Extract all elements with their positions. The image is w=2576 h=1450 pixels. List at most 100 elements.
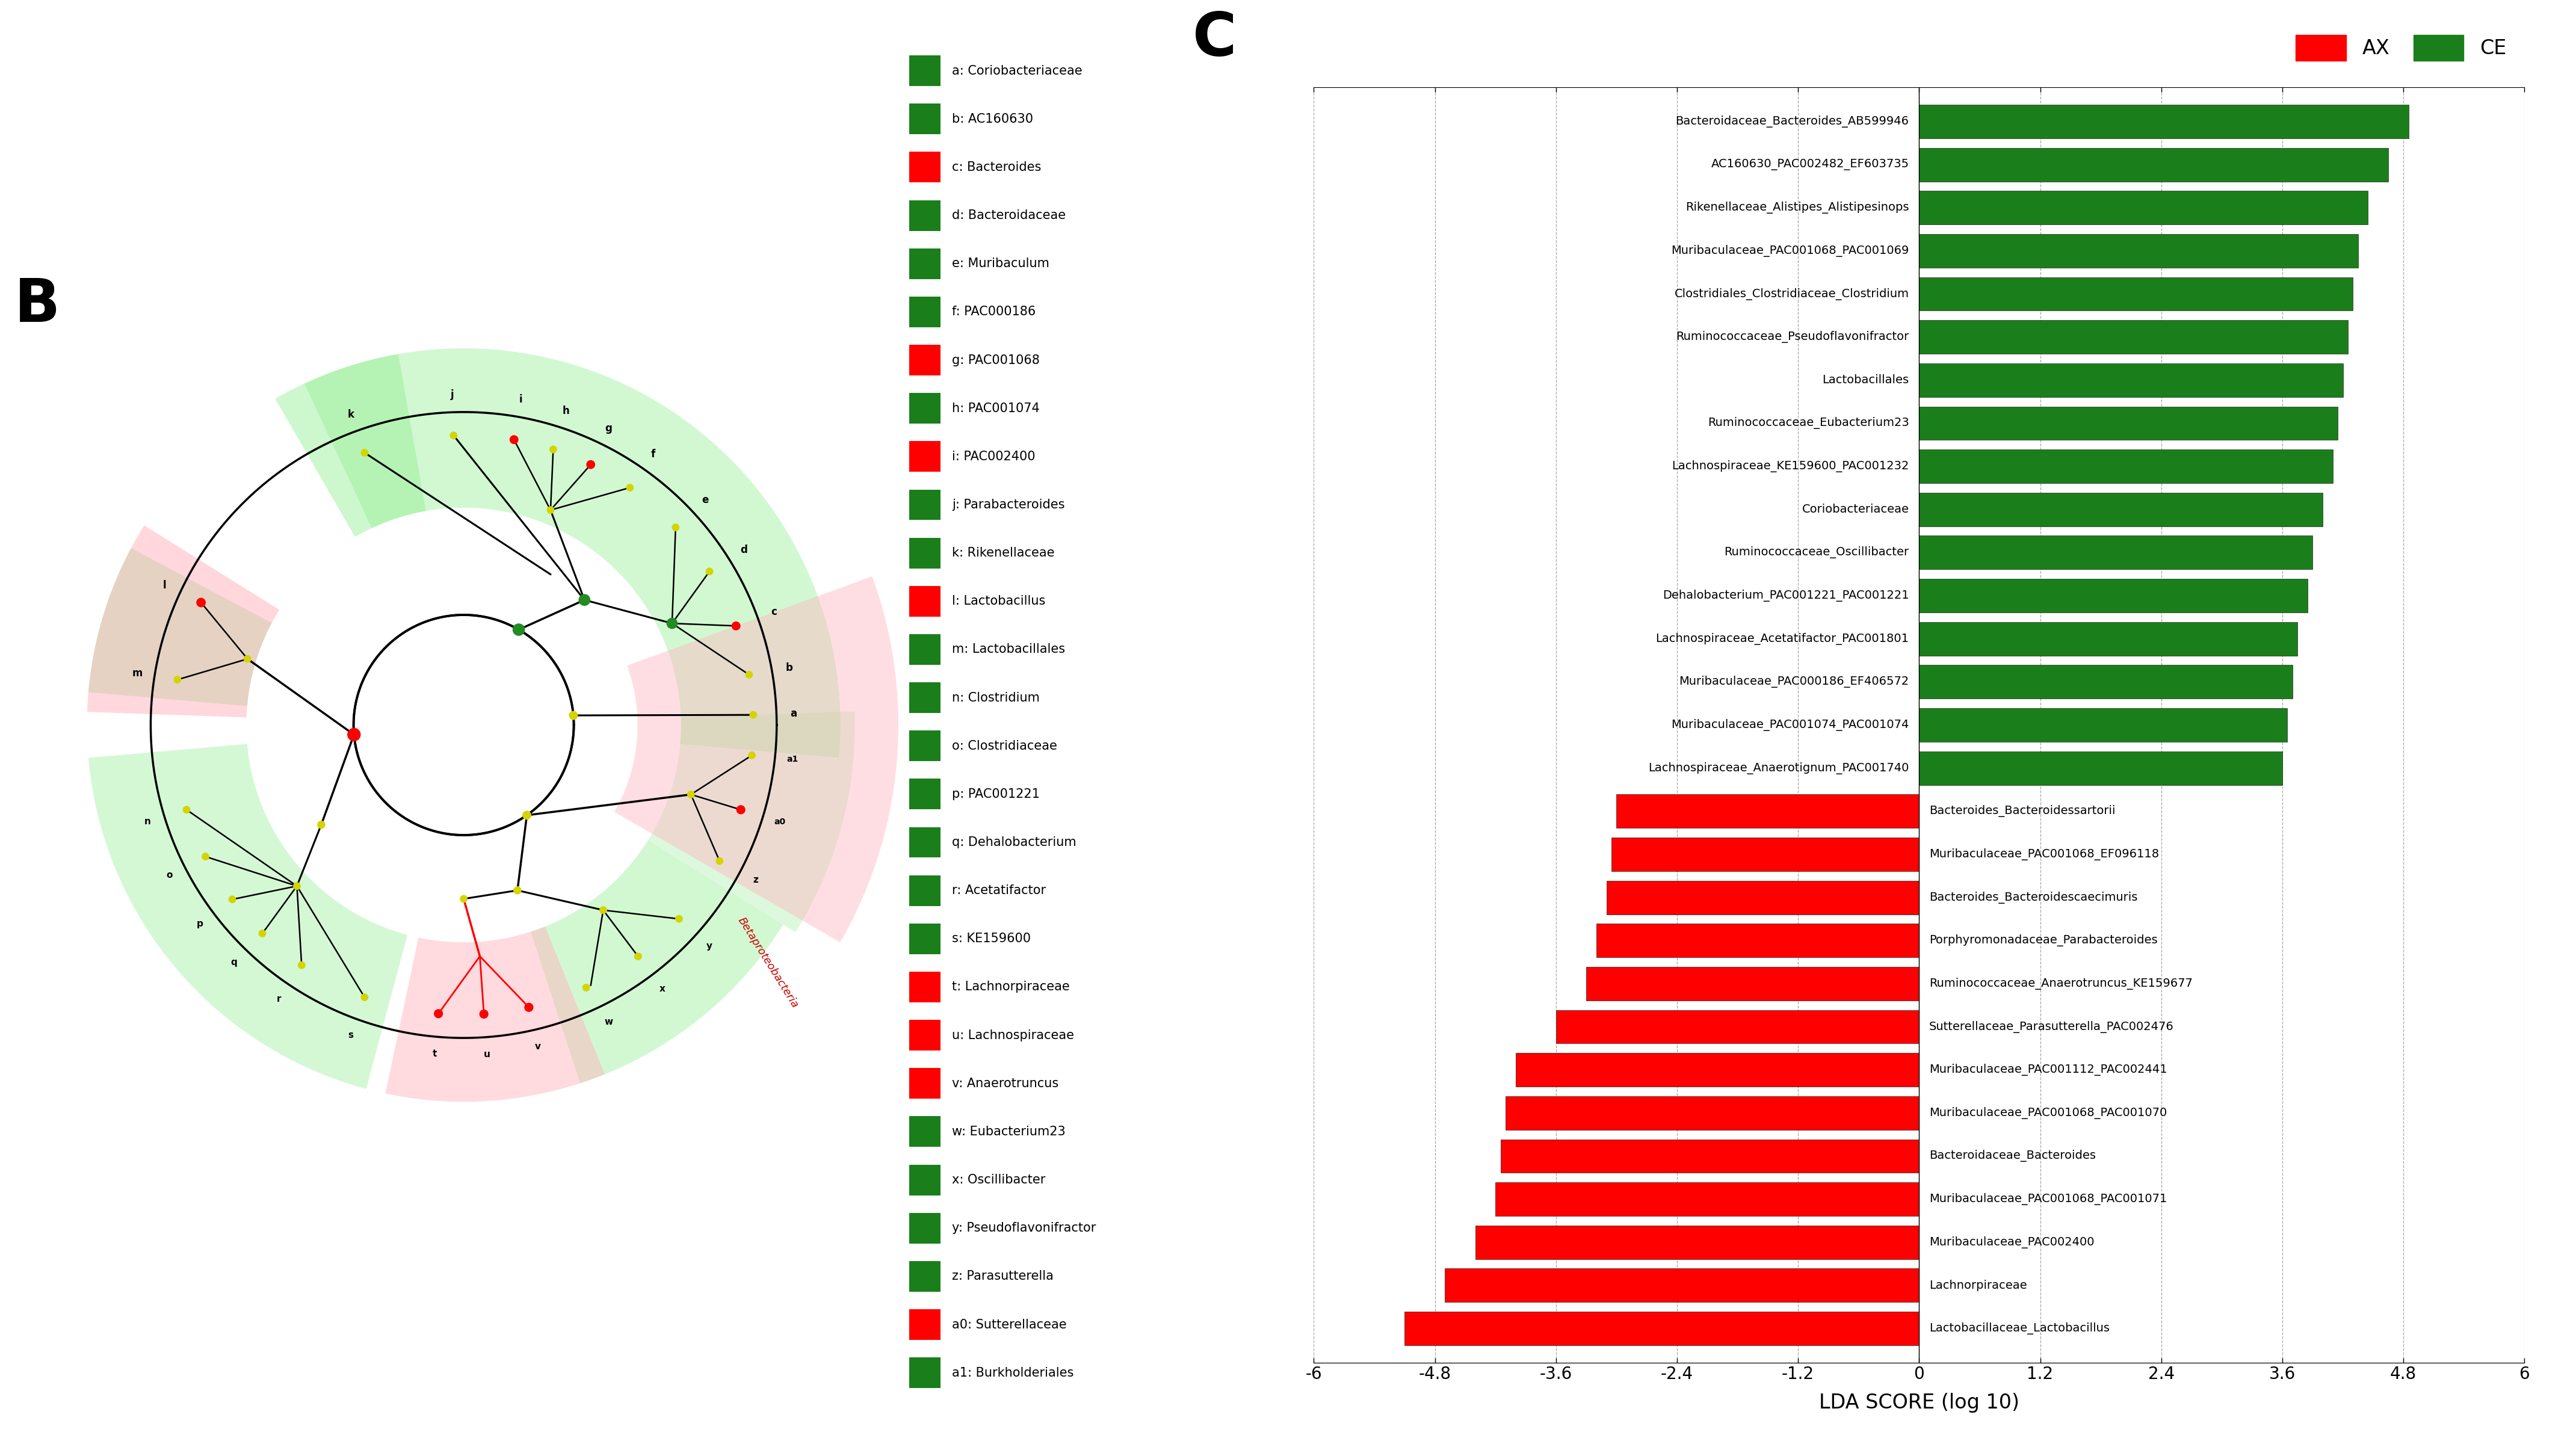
Point — [670, 783, 711, 806]
Text: Coriobacteriaceae: Coriobacteriaceae — [1803, 503, 1909, 515]
Point — [417, 1002, 459, 1025]
Point — [332, 724, 374, 747]
Bar — [909, 441, 940, 471]
Text: o: o — [167, 870, 173, 880]
Text: Porphyromonadaceae_Parabacteroides: Porphyromonadaceae_Parabacteroides — [1929, 934, 2159, 947]
Polygon shape — [88, 525, 278, 718]
Point — [533, 438, 574, 461]
Bar — [909, 1212, 940, 1244]
Text: p: p — [196, 919, 204, 928]
Point — [165, 798, 206, 821]
Legend: AX, CE: AX, CE — [2287, 28, 2514, 68]
Point — [242, 922, 283, 945]
Bar — [909, 248, 940, 278]
Text: Lachnorpiraceae: Lachnorpiraceae — [1929, 1280, 2027, 1290]
Polygon shape — [88, 548, 273, 706]
Text: a1: Burkholderiales: a1: Burkholderiales — [951, 1367, 1074, 1379]
Bar — [909, 55, 940, 86]
Bar — [909, 1116, 940, 1147]
Text: m: Lactobacillales: m: Lactobacillales — [951, 644, 1064, 655]
Bar — [909, 490, 940, 521]
Bar — [909, 393, 940, 423]
Bar — [1494, 1182, 1919, 1217]
Bar — [1515, 1053, 1919, 1086]
Text: Muribaculaceae_PAC001068_PAC001071: Muribaculaceae_PAC001068_PAC001071 — [1929, 1193, 2166, 1205]
Text: y: Pseudoflavonifractor: y: Pseudoflavonifractor — [951, 1222, 1095, 1234]
Point — [185, 845, 227, 869]
Text: b: b — [786, 663, 793, 673]
Text: Lachnospiraceae_Acetatifactor_PAC001801: Lachnospiraceae_Acetatifactor_PAC001801 — [1656, 632, 1909, 645]
Text: Lactobacillaceae_Lactobacillus: Lactobacillaceae_Lactobacillus — [1929, 1322, 2110, 1334]
Bar — [909, 683, 940, 713]
Bar — [1919, 579, 2308, 612]
Bar — [909, 103, 940, 135]
Point — [652, 612, 693, 635]
Text: w: Eubacterium23: w: Eubacterium23 — [951, 1125, 1066, 1138]
Text: g: PAC001068: g: PAC001068 — [951, 354, 1041, 365]
Bar — [1919, 450, 2334, 483]
Point — [698, 850, 739, 873]
Text: l: l — [162, 580, 165, 590]
Bar — [1587, 967, 1919, 1000]
Text: x: x — [659, 985, 665, 993]
Text: Lactobacillales: Lactobacillales — [1821, 374, 1909, 386]
Point — [507, 803, 549, 826]
Text: s: s — [348, 1031, 353, 1040]
Bar — [909, 152, 940, 183]
Text: t: t — [433, 1050, 438, 1058]
Text: r: r — [276, 995, 281, 1003]
Point — [332, 724, 374, 747]
Point — [507, 996, 549, 1019]
Bar — [1919, 535, 2313, 570]
Text: Clostridiales_Clostridiaceae_Clostridium: Clostridiales_Clostridiaceae_Clostridium — [1674, 289, 1909, 300]
Bar — [1597, 924, 1919, 957]
Text: q: q — [232, 958, 237, 967]
Text: e: Muribaculum: e: Muribaculum — [951, 258, 1048, 270]
Text: d: d — [739, 545, 747, 555]
Point — [497, 879, 538, 902]
Text: Bacteroides_Bacteroidessartorii: Bacteroides_Bacteroidessartorii — [1929, 805, 2115, 818]
Text: h: h — [562, 406, 569, 416]
Point — [531, 499, 572, 522]
Text: v: v — [536, 1043, 541, 1051]
Point — [227, 647, 268, 670]
Text: Muribaculaceae_PAC001068_PAC001070: Muribaculaceae_PAC001068_PAC001070 — [1929, 1106, 2166, 1119]
Bar — [909, 297, 940, 328]
Point — [729, 663, 770, 686]
Text: m: m — [131, 668, 142, 679]
Text: x: Oscillibacter: x: Oscillibacter — [951, 1174, 1046, 1186]
Bar — [1919, 233, 2357, 268]
Bar — [1919, 191, 2367, 225]
Text: a: Coriobacteriaceae: a: Coriobacteriaceae — [951, 65, 1082, 77]
Polygon shape — [304, 348, 840, 758]
Point — [464, 1002, 505, 1025]
Bar — [909, 826, 940, 857]
Text: z: Parasutterella: z: Parasutterella — [951, 1270, 1054, 1282]
Text: j: j — [451, 390, 453, 400]
Text: c: c — [770, 606, 778, 618]
Bar — [909, 538, 940, 568]
Point — [554, 703, 595, 726]
Text: f: PAC000186: f: PAC000186 — [951, 306, 1036, 318]
Bar — [909, 1019, 940, 1051]
Text: Sutterellaceae_Parasutterella_PAC002476: Sutterellaceae_Parasutterella_PAC002476 — [1929, 1021, 2174, 1032]
Text: c: Bacteroides: c: Bacteroides — [951, 161, 1041, 173]
Text: a0: Sutterellaceae: a0: Sutterellaceae — [951, 1318, 1066, 1331]
Point — [554, 703, 595, 726]
Bar — [909, 779, 940, 809]
Text: Ruminococcaceae_Oscillibacter: Ruminococcaceae_Oscillibacter — [1723, 547, 1909, 558]
Bar — [909, 1261, 940, 1292]
Point — [716, 615, 757, 638]
Text: r: Acetatifactor: r: Acetatifactor — [951, 884, 1046, 896]
Bar — [1919, 622, 2298, 655]
Point — [443, 887, 484, 911]
Bar — [1919, 104, 2409, 138]
Text: Lachnospiraceae_KE159600_PAC001232: Lachnospiraceae_KE159600_PAC001232 — [1672, 460, 1909, 473]
Point — [433, 423, 474, 447]
Polygon shape — [649, 712, 855, 932]
Point — [495, 428, 536, 451]
Polygon shape — [531, 840, 783, 1083]
Bar — [1476, 1225, 1919, 1259]
Point — [652, 612, 693, 635]
Text: a: a — [791, 708, 796, 719]
